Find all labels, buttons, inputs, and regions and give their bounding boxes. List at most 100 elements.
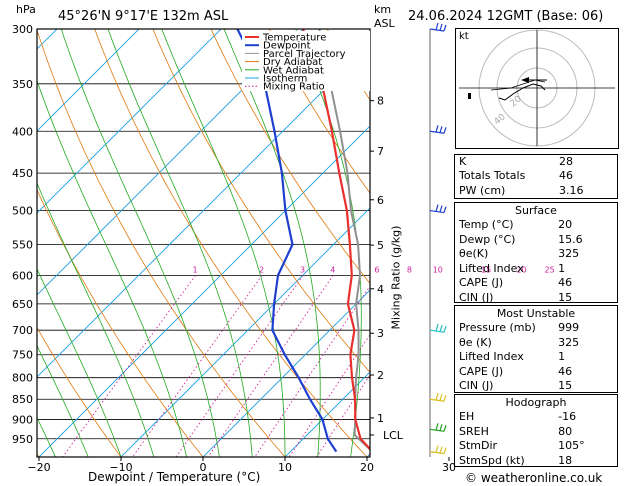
legend-label: Mixing Ratio: [263, 82, 325, 93]
mixing-ratio-line: [288, 333, 370, 457]
mixing-ratio-line: [254, 285, 370, 457]
wet-adiabat-line: [37, 268, 122, 457]
pressure-tick-label: 800: [12, 372, 33, 385]
mixing-ratio-label: 1: [193, 265, 198, 274]
dry-adiabat-line: [37, 188, 204, 457]
index-key: K: [459, 155, 467, 169]
surface-title: Surface: [515, 204, 557, 217]
mixing-ratio-label: 20: [516, 265, 526, 274]
index-row-pw: PW (cm) 3.16: [455, 184, 618, 199]
wind-barb: [429, 423, 447, 432]
hodo-key: StmSpd (kt): [459, 453, 525, 467]
isotherm-line: [37, 43, 370, 378]
hodo-key: StmDir: [459, 439, 498, 453]
dry-adiabat-line: [37, 326, 122, 457]
wind-barb-staff: [429, 329, 445, 333]
dry-adiabat-line: [152, 29, 370, 374]
mixing-ratio-label: 3: [300, 265, 305, 274]
mixing-ratio-label: 15: [481, 265, 491, 274]
km-tick-label: 3: [377, 327, 384, 340]
copyright-label: © weatheronline.co.uk: [465, 471, 603, 485]
mixing-ratio-line: [207, 275, 334, 457]
mu-value: 999: [558, 321, 580, 334]
legend-label: Dry Adiabat: [263, 57, 322, 68]
wind-barb: [429, 445, 447, 455]
x-tick-label: 10: [278, 461, 292, 474]
km-tick-label: 7: [377, 145, 384, 158]
mu-value: 46: [558, 364, 573, 378]
wind-barb-feather: [439, 394, 443, 401]
legend-label: Temperature: [262, 33, 326, 44]
wet-adiabat-line: [37, 182, 155, 457]
pressure-tick-label: 900: [12, 414, 33, 427]
wind-barb-staff: [429, 209, 445, 214]
x-tick-label: −20: [27, 461, 50, 474]
wind-barb-staff: [429, 28, 445, 32]
mixing-ratio-label: 4: [330, 265, 335, 274]
dry-adiabat-line: [37, 29, 286, 457]
wet-adiabat-line: [223, 29, 321, 457]
wind-barb-feather: [439, 325, 443, 332]
pressure-tick-label: 700: [12, 324, 33, 337]
surface-value: 1: [558, 261, 566, 275]
km-tick-label: 6: [377, 194, 384, 207]
wind-barb-feather: [435, 22, 439, 31]
wind-barb-feather: [443, 425, 447, 432]
wind-barb-feather: [439, 23, 443, 31]
most-unstable-title: Most Unstable: [496, 307, 576, 320]
surface-key: Lifted Index: [459, 261, 524, 275]
pressure-tick-label: 450: [12, 167, 33, 180]
pressure-tick-label: 650: [12, 298, 33, 311]
mu-key: CIN (J): [459, 379, 494, 393]
mixing-ratio-axis-title: Mixing Ratio (g/kg): [389, 225, 403, 330]
pressure-tick-label: 750: [12, 349, 33, 362]
mu-key: Pressure (mb): [459, 321, 536, 334]
legend-label: Isotherm: [263, 74, 307, 85]
legend-label: Dewpoint: [263, 41, 311, 52]
dry-adiabat-line: [94, 29, 368, 457]
mixing-ratio-line: [175, 275, 304, 457]
pressure-tick-label: 400: [12, 125, 33, 138]
wind-barb-feather: [443, 24, 447, 32]
mixing-ratio-label: 8: [407, 265, 412, 274]
timestamp-label: 24.06.2024 12GMT (Base: 06): [408, 9, 604, 24]
wind-barb-staff: [429, 428, 445, 432]
hodo-value: 18: [558, 453, 573, 467]
wind-barb: [429, 125, 447, 134]
dry-adiabat-line: [268, 29, 370, 194]
mu-key: Lifted Index: [459, 350, 524, 364]
isotherm-line: [37, 29, 222, 214]
pressure-tick-label: 600: [12, 269, 33, 282]
pressure-tick-label: 550: [12, 238, 33, 251]
x-tick-label: 30: [442, 461, 456, 474]
wet-adiabat-line: [60, 29, 220, 457]
dewpoint-profile-line: [236, 29, 338, 453]
mixing-ratio-label: 6: [374, 265, 379, 274]
legend-bg: [242, 31, 370, 91]
index-value: 46: [559, 169, 573, 183]
wind-barb-feather: [443, 127, 447, 134]
pressure-tick-label: 950: [12, 433, 33, 446]
height-unit-top: km: [374, 3, 392, 16]
pressure-tick-label: 500: [12, 205, 33, 218]
index-value: 28: [559, 155, 573, 169]
hodograph: kt 20 40: [455, 28, 619, 149]
hodo-value: -16: [558, 410, 577, 423]
indices-table: K 28 Totals Totals 46 PW (cm) 3.16: [454, 154, 618, 199]
wind-barb-feather: [435, 125, 439, 133]
surface-value: 15.6: [558, 232, 583, 246]
km-tick-label: 8: [377, 95, 384, 108]
wet-adiabat-line: [37, 79, 187, 457]
index-value: 3.16: [559, 183, 584, 197]
surface-key: CIN (J): [459, 290, 494, 304]
hodograph-unit: kt: [459, 31, 469, 42]
wind-barb: [429, 393, 447, 402]
location-label: 45°26'N 9°17'E 132m ASL: [58, 9, 229, 24]
isotherm-line: [284, 371, 370, 457]
wind-barb: [429, 204, 447, 214]
mixing-ratio-label: 25: [545, 265, 555, 274]
mixing-ratio-label: 10: [433, 265, 443, 274]
legend-label: Parcel Trajectory: [263, 49, 346, 60]
